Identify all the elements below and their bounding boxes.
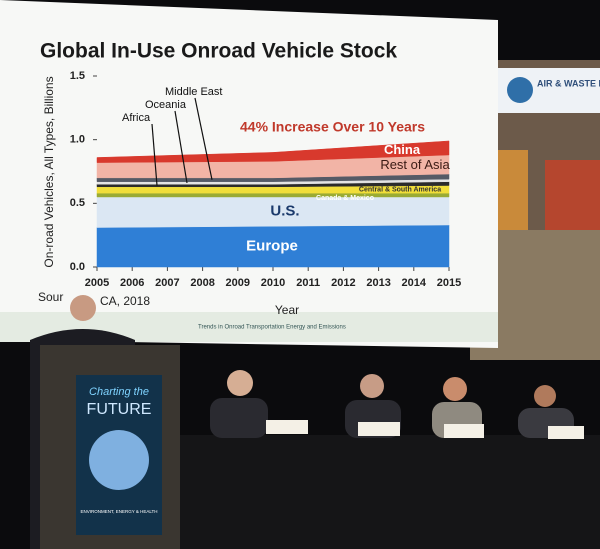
- area-label: Europe: [246, 238, 298, 255]
- area-label: Canada & Mexico: [316, 195, 374, 202]
- y-tick-label: 0.0: [70, 261, 85, 273]
- logo-text: AIR & WASTE MA: [537, 78, 600, 88]
- panelist-body: [210, 398, 268, 438]
- x-tick-label: 2015: [437, 277, 461, 289]
- name-card: [266, 420, 308, 434]
- sign-text: Charting the: [89, 386, 149, 398]
- slide-footer: Trends in Onroad Transportation Energy a…: [198, 325, 346, 331]
- y-axis-label: On-road Vehicles, All Types, Billions: [42, 76, 56, 267]
- source: CA, 2018: [100, 294, 150, 308]
- chart-title: Global In-Use Onroad Vehicle Stock: [40, 40, 397, 63]
- y-tick-label: 1.0: [70, 134, 85, 146]
- panelist-head: [227, 370, 253, 396]
- sign-text: FUTURE: [87, 401, 152, 418]
- x-tick-label: 2005: [85, 277, 109, 289]
- area-label: U.S.: [270, 203, 299, 220]
- area-label: China: [384, 142, 421, 157]
- building: [545, 160, 600, 230]
- x-tick-label: 2006: [120, 277, 144, 289]
- leader-line: [151, 123, 158, 186]
- logo-banner: [490, 68, 600, 113]
- panelist-head: [360, 374, 384, 398]
- x-tick-label: 2007: [155, 277, 179, 289]
- panelist-head: [443, 377, 467, 401]
- name-card: [358, 422, 400, 436]
- x-tick-label: 2008: [190, 277, 214, 289]
- y-tick-label: 0.5: [70, 197, 85, 209]
- name-card: [444, 424, 484, 438]
- x-tick-label: 2011: [296, 277, 320, 289]
- area: [96, 192, 450, 198]
- x-tick-label: 2014: [402, 277, 427, 289]
- name-card: [548, 426, 584, 439]
- annotation: 44% Increase Over 10 Years: [240, 119, 425, 135]
- x-axis-label: Year: [275, 303, 299, 317]
- area-label: Oceania: [145, 99, 187, 111]
- area-label: Central & South America: [359, 186, 441, 193]
- panelists: [210, 370, 584, 439]
- source: Sour: [38, 290, 63, 304]
- speaker-head: [70, 295, 96, 321]
- sign-text: ENVIRONMENT, ENERGY & HEALTH: [80, 509, 157, 514]
- panel-table: [180, 435, 600, 549]
- x-tick-label: 2012: [331, 277, 355, 289]
- area-label: Africa: [122, 112, 151, 124]
- panelist-head: [534, 385, 556, 407]
- leader-line: [174, 110, 188, 184]
- x-tick-label: 2009: [226, 277, 250, 289]
- area-label: Rest of Asia: [380, 157, 450, 172]
- leader-line: [194, 97, 213, 180]
- x-tick-label: 2013: [366, 277, 390, 289]
- y-tick-label: 1.5: [70, 70, 85, 82]
- moon: [89, 430, 149, 490]
- logo-icon: [507, 77, 533, 103]
- area-label: Middle East: [165, 86, 222, 98]
- x-tick-label: 2010: [261, 277, 285, 289]
- area: [96, 140, 450, 163]
- plot: 0.0 0.5 1.0 1.5 2005 2006 2007 2008 2009 2010 2011…: [70, 70, 462, 289]
